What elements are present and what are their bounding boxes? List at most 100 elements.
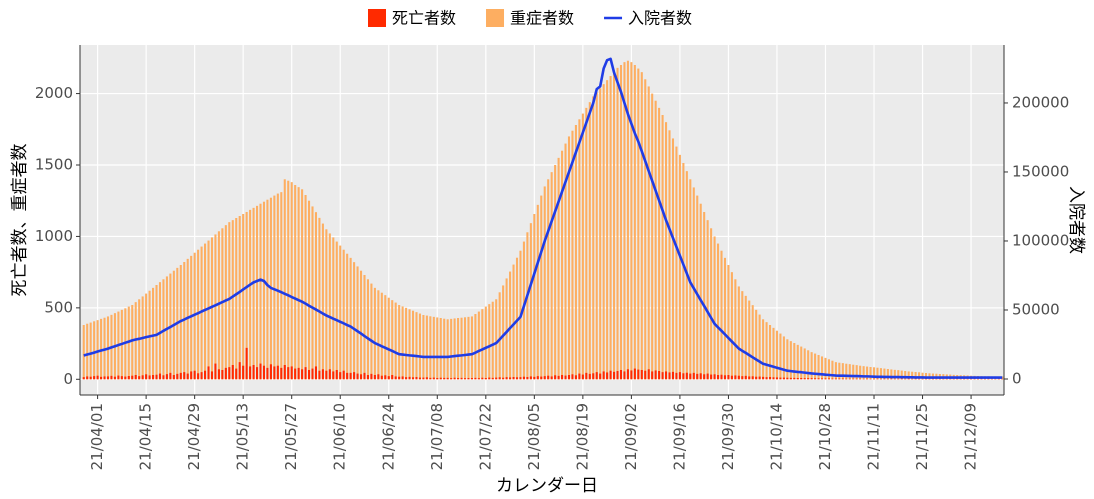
bar (554, 165, 557, 380)
bar (855, 378, 858, 380)
bar (148, 290, 151, 380)
x-tick-label: 21/09/16 (670, 403, 688, 470)
y2-tick-label: 100000 (1012, 231, 1069, 249)
bar (699, 373, 702, 380)
bar (866, 378, 869, 380)
bar (207, 366, 210, 380)
bar (394, 302, 397, 380)
y-tick-label: 0 (63, 370, 73, 388)
bar (671, 138, 675, 380)
bar (432, 377, 435, 380)
bar (644, 370, 647, 380)
x-tick-label: 21/08/05 (525, 403, 543, 470)
bar (692, 372, 695, 380)
bar (245, 347, 248, 380)
bar (654, 100, 657, 380)
bar (737, 375, 740, 380)
bar (283, 365, 286, 380)
bar (467, 316, 470, 380)
bar (495, 299, 498, 380)
bar (457, 378, 460, 380)
y2-axis-title: 入院者数 (1066, 186, 1086, 254)
bar (578, 373, 581, 380)
bar (630, 62, 633, 380)
bar (692, 187, 695, 380)
bar (266, 367, 269, 380)
bar (356, 266, 359, 380)
bar (696, 195, 699, 380)
bar (581, 113, 584, 380)
bar (675, 372, 678, 380)
bar (914, 372, 917, 380)
bar (377, 374, 380, 380)
bar (446, 319, 449, 380)
bar (713, 236, 716, 380)
bar (256, 205, 259, 380)
bar (217, 231, 220, 380)
bar (502, 285, 505, 380)
bar (536, 376, 539, 380)
bar (928, 373, 931, 380)
bar (262, 365, 266, 380)
bar (193, 370, 196, 380)
bar (723, 375, 727, 380)
x-tick-label: 21/10/28 (816, 403, 834, 470)
bar (307, 370, 311, 380)
bar (824, 357, 827, 380)
bar (647, 86, 650, 380)
bar (768, 325, 772, 380)
bar (335, 370, 338, 380)
bar (145, 374, 148, 380)
bar (86, 323, 89, 380)
bar (100, 318, 103, 380)
bar (571, 130, 574, 380)
bar (93, 321, 96, 380)
bar (418, 313, 421, 380)
bar (665, 122, 668, 380)
bar (106, 376, 110, 380)
bar (633, 368, 636, 380)
bar (359, 374, 363, 380)
bar (782, 377, 785, 380)
bar (529, 376, 532, 380)
bar (297, 367, 300, 380)
bar (751, 376, 754, 380)
bar (207, 240, 210, 380)
bar (533, 214, 536, 380)
legend-swatch (368, 9, 386, 27)
bar (224, 225, 227, 380)
bar (484, 306, 487, 380)
bar (668, 372, 671, 380)
y-tick-label: 1500 (35, 156, 73, 174)
bar (924, 373, 928, 380)
bar (197, 373, 200, 380)
bar (346, 372, 349, 380)
bar (259, 363, 262, 380)
bar (536, 204, 539, 380)
bar (242, 214, 245, 380)
bar (491, 301, 494, 380)
bar (820, 378, 824, 380)
bar (453, 318, 456, 380)
bar (762, 376, 765, 380)
bar (439, 318, 442, 380)
bar (515, 377, 519, 380)
bar (446, 377, 449, 380)
bar (422, 315, 425, 380)
bar (328, 233, 331, 380)
bar (380, 375, 383, 380)
bar (349, 257, 352, 380)
bar (755, 376, 758, 380)
bar (290, 182, 293, 380)
bar (834, 378, 837, 380)
bar (394, 376, 397, 380)
bar (186, 373, 189, 380)
bar (841, 363, 844, 380)
x-tick-label: 21/08/19 (573, 403, 591, 470)
bar (235, 368, 238, 380)
bar (467, 378, 470, 380)
x-tick-label: 21/05/13 (234, 403, 252, 470)
bar (602, 371, 605, 380)
bar (124, 376, 127, 380)
